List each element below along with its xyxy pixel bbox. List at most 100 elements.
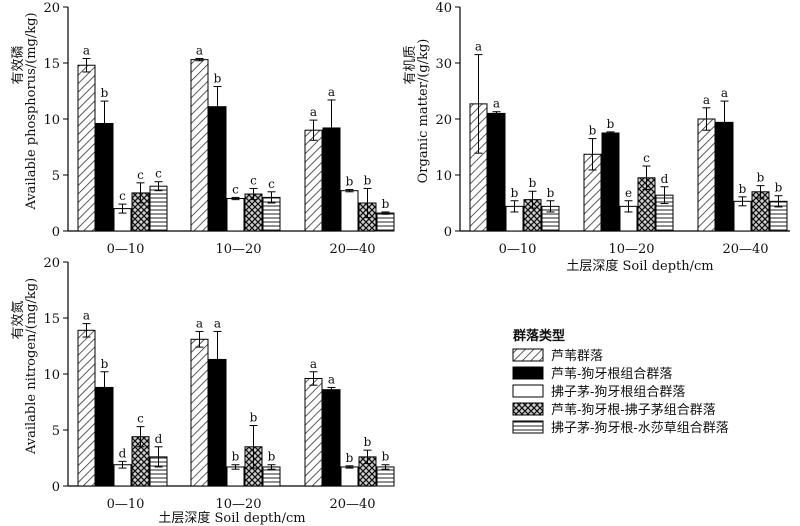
y-tick-label: 20 — [435, 113, 452, 128]
significance-letter: a — [83, 309, 90, 323]
legend-label-4: 拂子茅-狗牙根-水莎草组合群落 — [551, 421, 729, 436]
significance-letter: a — [721, 86, 728, 100]
x-tick-label: 10—20 — [608, 242, 654, 257]
bar-s0-c1 — [190, 338, 209, 487]
legend-swatch-0 — [512, 348, 544, 362]
significance-letter: b — [346, 175, 354, 189]
significance-letter: a — [703, 93, 710, 107]
y-tick-label: 0 — [52, 480, 60, 495]
y-tick-label: 0 — [444, 225, 452, 240]
significance-letter: b — [214, 72, 222, 86]
x-tick-label: 0—10 — [107, 242, 145, 257]
significance-letter: c — [137, 412, 144, 426]
bar-s1-c0 — [487, 112, 506, 232]
significance-letter: c — [232, 182, 239, 196]
significance-letter: a — [493, 97, 500, 111]
significance-letter: b — [364, 435, 372, 449]
bar-s0-c2 — [697, 118, 716, 232]
bar-s2-c1 — [226, 466, 245, 487]
bar-s4-c2 — [376, 212, 395, 232]
bar-s2-c2 — [340, 466, 359, 487]
significance-letter: a — [310, 357, 317, 371]
y-axis-label-cn: 有效磷 — [11, 45, 26, 84]
significance-letter: b — [382, 197, 390, 211]
y-tick-label: 5 — [52, 169, 60, 184]
y-axis-label-cn: 有机质 — [403, 45, 418, 84]
bar-s0-c2 — [304, 377, 323, 487]
significance-letter: a — [83, 44, 90, 58]
significance-letter: b — [268, 450, 276, 464]
legend-label-2: 拂子茅-狗牙根组合群落 — [551, 385, 685, 400]
significance-letter: b — [589, 124, 597, 138]
y-tick-label: 5 — [52, 424, 60, 439]
significance-letter: a — [196, 316, 203, 330]
significance-letter: b — [529, 176, 537, 190]
y-tick-label: 10 — [43, 368, 60, 383]
bar-s4-c0 — [149, 185, 168, 232]
significance-letter: c — [119, 189, 126, 203]
y-tick-label: 15 — [43, 57, 60, 72]
legend-swatch-2 — [512, 384, 544, 398]
significance-letter: b — [382, 450, 390, 464]
x-tick-label: 0—10 — [107, 497, 145, 512]
significance-letter: b — [346, 451, 354, 465]
bar-s0-c1 — [190, 59, 209, 232]
bar-s1-c1 — [601, 132, 620, 232]
x-tick-label: 10—20 — [215, 242, 261, 257]
legend-label-1: 芦苇-狗牙根组合群落 — [551, 367, 672, 382]
legend-swatch-3 — [512, 402, 544, 416]
significance-letter: b — [775, 181, 783, 195]
significance-letter: a — [196, 44, 203, 58]
x-tick-label: 20—40 — [329, 242, 375, 257]
y-tick-label: 0 — [52, 225, 60, 240]
bar-s1-c2 — [322, 389, 341, 487]
bar-s2-c1 — [226, 198, 245, 232]
legend-label-3: 芦苇-狗牙根-拂子茅组合群落 — [551, 403, 716, 418]
significance-letter: b — [511, 186, 519, 200]
x-tick-label: 10—20 — [215, 497, 261, 512]
y-tick-label: 10 — [435, 169, 452, 184]
y-axis-label: Available nitrogen/(mg/kg) — [24, 278, 39, 455]
bar-s4-c1 — [262, 466, 281, 487]
x-axis-label: 土层深度 Soil depth/cm — [566, 258, 713, 274]
significance-letter: b — [757, 171, 765, 185]
significance-letter: b — [607, 117, 615, 131]
x-tick-label: 0—10 — [499, 242, 537, 257]
significance-letter: b — [739, 182, 747, 196]
y-tick-label: 30 — [435, 57, 452, 72]
y-axis-label: Available phosphorus/(mg/kg) — [24, 12, 39, 210]
significance-letter: d — [661, 172, 669, 186]
significance-letter: b — [101, 86, 109, 100]
bar-s4-c2 — [376, 466, 395, 487]
significance-letter: c — [155, 167, 162, 181]
y-axis-label-cn: 有效氮 — [11, 300, 26, 339]
y-axis-label: Organic matter/(g/kg) — [416, 39, 431, 184]
significance-letter: a — [328, 372, 335, 386]
significance-letter: c — [643, 151, 650, 165]
significance-letter: a — [214, 316, 221, 330]
significance-letter: c — [268, 177, 275, 191]
legend-label-0: 芦苇群落 — [551, 349, 603, 364]
x-axis-label: 土层深度 Soil depth/cm — [158, 510, 305, 526]
legend: 群落类型 芦苇群落芦苇-狗牙根组合群落拂子茅-狗牙根组合群落芦苇-狗牙根-拂子茅… — [512, 328, 729, 436]
significance-letter: b — [364, 173, 372, 187]
significance-letter: c — [250, 173, 257, 187]
bar-s2-c2 — [340, 190, 359, 232]
y-tick-label: 40 — [435, 1, 452, 16]
significance-letter: a — [310, 105, 317, 119]
bar-s0-c0 — [77, 64, 96, 232]
significance-letter: a — [328, 85, 335, 99]
x-tick-label: 20—40 — [722, 242, 768, 257]
x-tick-label: 20—40 — [329, 497, 375, 512]
y-tick-label: 10 — [43, 113, 60, 128]
y-tick-label: 15 — [43, 312, 60, 327]
legend-title: 群落类型 — [513, 328, 565, 344]
significance-letter: c — [137, 168, 144, 182]
bar-s0-c0 — [77, 329, 96, 487]
legend-swatch-1 — [512, 366, 544, 380]
significance-letter: e — [625, 186, 632, 200]
